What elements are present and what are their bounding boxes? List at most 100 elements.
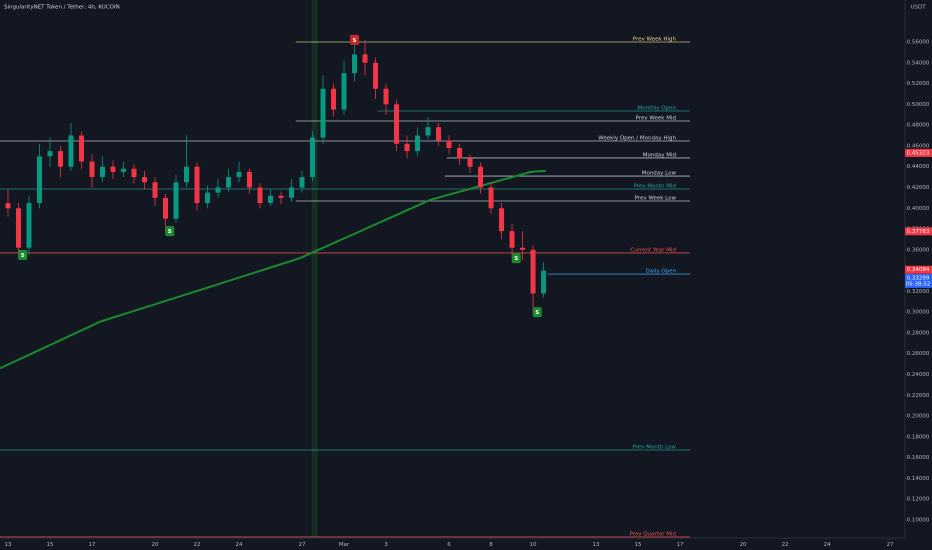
candle-body (467, 158, 473, 167)
candle-body (36, 156, 42, 204)
x-tick-label: 13 (4, 542, 11, 548)
y-tick-label: 0.20000 (907, 414, 930, 420)
y-tick-label: 0.26000 (907, 351, 930, 357)
candle-body (289, 187, 295, 198)
y-tick-label: 0.22000 (907, 393, 930, 399)
x-tick-label: 13 (593, 542, 600, 548)
candle-body (394, 104, 400, 144)
candle-body (89, 161, 95, 178)
price-tag (905, 265, 932, 274)
y-tick-label: 0.54000 (907, 60, 930, 66)
candle-body (15, 208, 21, 248)
candle-body (26, 203, 32, 248)
price-tag-label: 0.34084 (907, 267, 930, 273)
level-label: Monday Low (642, 171, 677, 177)
y-tick-label: 0.46000 (907, 143, 930, 149)
x-tick-label: 8 (489, 542, 493, 548)
candle-body (520, 247, 526, 250)
x-tick-label: 20 (740, 542, 747, 548)
level-label: Prev Week High (633, 36, 677, 42)
x-tick-label: Mar (339, 542, 350, 548)
candle-body (5, 203, 11, 209)
candle-body (415, 135, 421, 152)
price-tag-label: 0.37783 (907, 229, 930, 235)
x-tick-label: 27 (299, 542, 306, 548)
level-label: Prev Week Mid (636, 115, 676, 121)
y-tick-label: 0.12000 (907, 497, 930, 503)
y-tick-label: 0.56000 (907, 39, 930, 45)
signal-label: S (168, 229, 172, 235)
candle-body (425, 127, 431, 136)
candle-body (404, 143, 410, 152)
candle-body (215, 187, 221, 193)
candle-body (499, 208, 505, 232)
candle-body (68, 135, 74, 167)
signal-label: S (21, 253, 25, 259)
y-tick-label: 0.16000 (907, 455, 930, 461)
candle-body (299, 177, 305, 188)
x-tick-label: 17 (677, 542, 684, 548)
price-tag (905, 148, 932, 157)
x-tick-label: 15 (635, 542, 642, 548)
candle-body (99, 166, 105, 178)
y-tick-label: 0.44000 (907, 164, 930, 170)
candle-body (226, 177, 232, 188)
candle-body (163, 197, 169, 219)
y-tick-label: 0.36000 (907, 247, 930, 253)
candle-body (257, 187, 263, 204)
level-label: Weekly Open / Monday High (598, 136, 676, 142)
candle-body (47, 151, 53, 157)
candle-body (488, 187, 494, 209)
price-tag-label: 0.45323 (907, 150, 930, 156)
level-label: Prev Quarter Mid (629, 531, 676, 537)
y-tick-label: 0.40000 (907, 206, 930, 212)
signal-label: S (514, 256, 518, 262)
price-tag (905, 273, 932, 288)
candle-body (184, 166, 190, 183)
level-label: Prev Week Low (635, 195, 677, 201)
candle-body (78, 135, 84, 162)
candle-body (478, 166, 484, 188)
candle-body (509, 231, 515, 248)
candle-body (152, 182, 158, 198)
level-label: Monday Mid (643, 152, 676, 158)
y-tick-label: 0.52000 (907, 81, 930, 87)
candle-body (205, 192, 211, 204)
candle-body (310, 137, 316, 178)
level-label: Prev Month Mid (634, 184, 677, 190)
y-tick-label: 0.48000 (907, 123, 930, 129)
level-label: Prev Month Low (632, 444, 676, 450)
y-tick-label: 0.14000 (907, 476, 930, 482)
price-tag (905, 227, 932, 236)
y-tick-label: 0.24000 (907, 372, 930, 378)
candle-body (278, 195, 284, 198)
x-tick-label: 24 (236, 542, 243, 548)
candle-body (194, 166, 200, 204)
candle-body (268, 195, 274, 204)
y-tick-label: 0.10000 (907, 518, 930, 524)
x-tick-label: 3 (384, 542, 388, 548)
candle-body (362, 54, 368, 63)
level-label: Monthly Open (638, 105, 677, 111)
candle-body (436, 127, 442, 141)
level-label: Current Year Mid (630, 247, 676, 253)
signal-marker (18, 250, 28, 261)
candle-body (247, 171, 253, 188)
y-tick-label: 0.50000 (907, 102, 930, 108)
candle-body (320, 88, 326, 138)
candle-body (173, 182, 179, 219)
x-tick-label: 15 (46, 542, 53, 548)
candle-body (446, 140, 452, 148)
price-tag-countdown: 05:38:52 (906, 281, 931, 287)
candle-body (541, 270, 547, 294)
candle-body (141, 177, 147, 183)
x-tick-label: 27 (887, 542, 894, 548)
candle-body (457, 147, 463, 159)
signal-marker (350, 34, 360, 45)
candle-body (341, 73, 347, 110)
candle-body (236, 171, 242, 178)
signal-label: S (353, 38, 357, 44)
candle-body (352, 54, 358, 74)
